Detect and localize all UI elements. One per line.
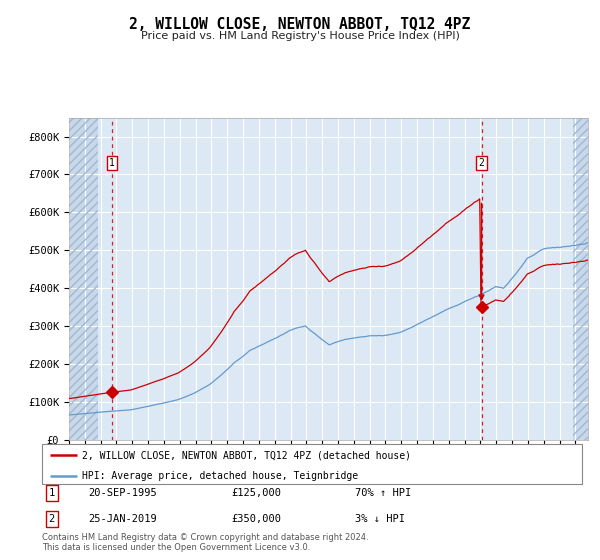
Text: 1: 1 <box>49 488 55 498</box>
Text: 2: 2 <box>49 514 55 524</box>
Text: £350,000: £350,000 <box>231 514 281 524</box>
Text: 1: 1 <box>109 158 115 168</box>
FancyBboxPatch shape <box>42 444 582 484</box>
Bar <box>572 118 588 440</box>
Bar <box>69 118 98 440</box>
Text: 3% ↓ HPI: 3% ↓ HPI <box>355 514 405 524</box>
Text: 2, WILLOW CLOSE, NEWTON ABBOT, TQ12 4PZ: 2, WILLOW CLOSE, NEWTON ABBOT, TQ12 4PZ <box>130 17 470 32</box>
Text: £125,000: £125,000 <box>231 488 281 498</box>
Text: Contains HM Land Registry data © Crown copyright and database right 2024.: Contains HM Land Registry data © Crown c… <box>42 533 368 542</box>
Text: 2, WILLOW CLOSE, NEWTON ABBOT, TQ12 4PZ (detached house): 2, WILLOW CLOSE, NEWTON ABBOT, TQ12 4PZ … <box>83 450 412 460</box>
Text: 2: 2 <box>479 158 484 168</box>
Text: This data is licensed under the Open Government Licence v3.0.: This data is licensed under the Open Gov… <box>42 543 310 552</box>
Text: 20-SEP-1995: 20-SEP-1995 <box>88 488 157 498</box>
Text: HPI: Average price, detached house, Teignbridge: HPI: Average price, detached house, Teig… <box>83 470 359 480</box>
Bar <box>69 118 98 440</box>
Text: 70% ↑ HPI: 70% ↑ HPI <box>355 488 412 498</box>
Text: Price paid vs. HM Land Registry's House Price Index (HPI): Price paid vs. HM Land Registry's House … <box>140 31 460 41</box>
Bar <box>572 118 588 440</box>
Text: 25-JAN-2019: 25-JAN-2019 <box>88 514 157 524</box>
